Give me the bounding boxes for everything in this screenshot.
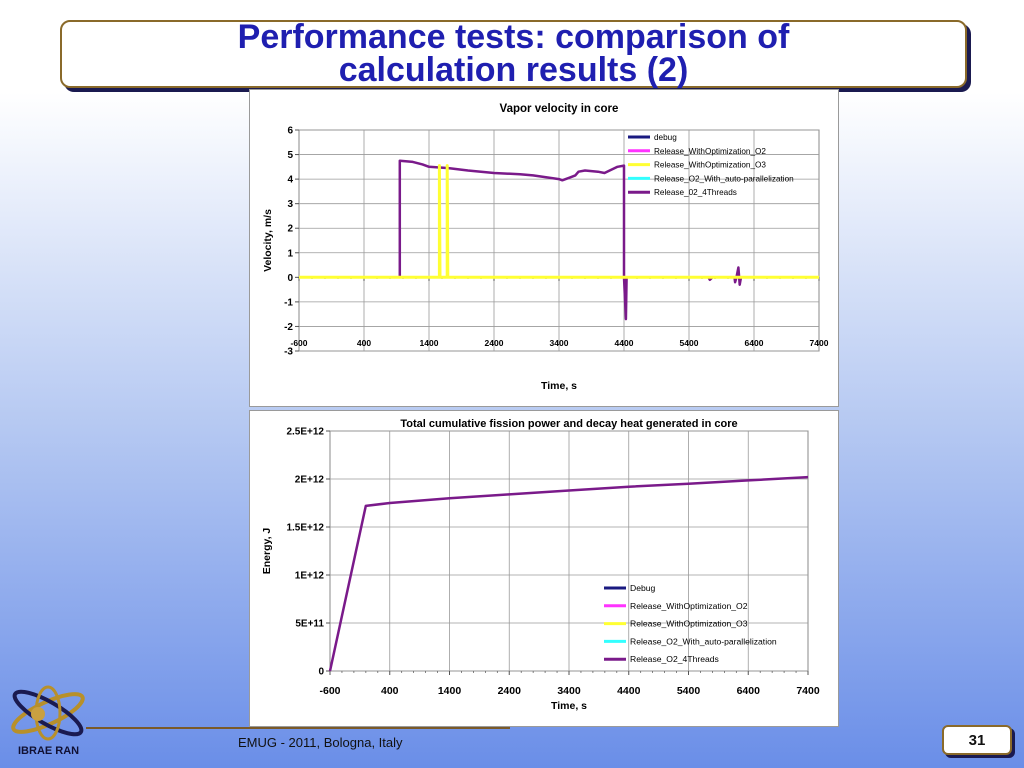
x-tick-label: 3400 xyxy=(557,685,581,697)
x-tick-label: 400 xyxy=(381,685,399,697)
legend-label: Release_WithOptimization_O3 xyxy=(654,161,766,170)
logo-label: IBRAE RAN xyxy=(18,745,80,757)
legend-label: Debug xyxy=(630,583,656,593)
x-tick-label: 7400 xyxy=(810,338,829,348)
y-tick-label: 0 xyxy=(318,667,324,678)
x-tick-label: 3400 xyxy=(550,338,569,348)
series-line xyxy=(328,475,809,672)
x-tick-label: -600 xyxy=(290,338,307,348)
x-tick-label: 5400 xyxy=(680,338,699,348)
y-axis-title: Energy, J xyxy=(261,528,273,575)
energy-chart-panel: Total cumulative fission power and decay… xyxy=(249,410,839,727)
slide-title-box: Performance tests: comparison of calcula… xyxy=(60,20,967,88)
legend-label: debug xyxy=(654,133,677,142)
legend-label: Release_O2_With_auto-parallelization xyxy=(630,636,777,646)
x-tick-label: 5400 xyxy=(677,685,701,697)
velocity-chart: Vapor velocity in core 6 5 4 3 2 1 0 -1 -2 -3-600 4… xyxy=(262,103,829,392)
x-axis-title: Time, s xyxy=(541,380,577,392)
y-tick-label: 1.5E+12 xyxy=(286,523,324,534)
legend-label: Release_WithOptimization_O2 xyxy=(630,601,748,611)
footer-text: EMUG - 2011, Bologna, Italy xyxy=(238,735,403,750)
x-tick-label: 2400 xyxy=(485,338,504,348)
velocity-chart-panel: Vapor velocity in core 6 5 4 3 2 1 0 -1 -2 -3 -600 4… xyxy=(249,89,839,407)
y-tick-label: -3 xyxy=(284,347,293,358)
x-tick-label: -600 xyxy=(319,685,340,697)
legend-label: Release_O2_4Threads xyxy=(630,654,719,664)
series-line xyxy=(299,164,819,279)
chart-title: Vapor velocity in core xyxy=(500,103,619,115)
x-tick-label: 6400 xyxy=(745,338,764,348)
x-tick-label: 2400 xyxy=(498,685,522,697)
legend-label: Release_O2_With_auto-parallelization xyxy=(654,174,794,183)
chart-title: Total cumulative fission power and decay… xyxy=(400,418,737,430)
x-tick-label: 1400 xyxy=(438,685,462,697)
x-tick-label: 4400 xyxy=(615,338,634,348)
y-tick-label: 2 xyxy=(287,224,293,235)
y-tick-label: 0 xyxy=(287,273,293,284)
footer-divider xyxy=(86,727,510,729)
ibrae-atom-logo-icon xyxy=(11,685,85,741)
y-tick-label: -2 xyxy=(284,322,293,333)
page-number: 31 xyxy=(942,725,1012,755)
y-tick-label: 4 xyxy=(287,175,293,186)
legend-label: Release_02_4Threads xyxy=(654,188,737,197)
y-tick-label: 5 xyxy=(287,150,293,161)
y-axis-title: Velocity, m/s xyxy=(262,209,274,272)
slide-title-line-2: calculation results (2) xyxy=(338,51,689,89)
x-tick-label: 7400 xyxy=(796,685,820,697)
y-tick-label: 5E+11 xyxy=(295,619,324,630)
x-tick-label: 400 xyxy=(357,338,371,348)
y-tick-label: 3 xyxy=(287,199,293,210)
y-tick-label: 1 xyxy=(287,248,293,259)
y-tick-label: 1E+12 xyxy=(295,571,325,582)
x-tick-label: 1400 xyxy=(420,338,439,348)
energy-chart: Total cumulative fission power and decay… xyxy=(261,418,820,712)
x-tick-label: 4400 xyxy=(617,685,641,697)
x-axis-title: Time, s xyxy=(551,700,587,712)
legend-label: Release_WithOptimization_O3 xyxy=(630,619,748,629)
y-tick-label: 2.5E+12 xyxy=(286,427,324,438)
y-tick-label: 2E+12 xyxy=(295,475,325,486)
slide-title-line-1: Performance tests: comparison of xyxy=(237,18,790,56)
legend-label: Release_WithOptimization_O2 xyxy=(654,147,766,156)
y-tick-label: -1 xyxy=(284,297,293,308)
y-tick-label: 6 xyxy=(287,126,293,137)
x-tick-label: 6400 xyxy=(737,685,761,697)
